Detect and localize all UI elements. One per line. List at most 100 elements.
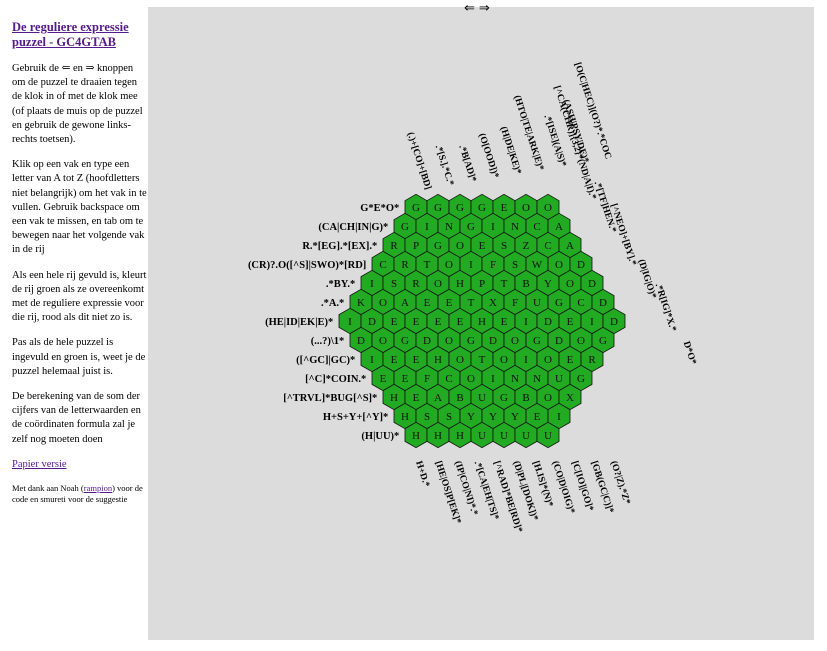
hex-cell-letter: H	[456, 278, 464, 290]
hex-cell-letter: C	[379, 259, 386, 271]
column-clue-right: (D|IG|O)*	[636, 258, 659, 300]
hex-cell-letter: O	[511, 335, 519, 347]
hex-cell-letter: R	[412, 278, 420, 290]
hex-cell[interactable]: U	[536, 421, 560, 449]
hex-cell-letter: C	[577, 297, 584, 309]
instructions-sidebar: De reguliere expressie puzzel - GC4GTAB …	[12, 20, 148, 516]
hex-cell-letter: G	[467, 221, 475, 233]
hex-cell-letter: G	[599, 335, 607, 347]
hex-cell-letter: H	[401, 411, 409, 423]
hex-cell-letter: O	[445, 259, 453, 271]
column-clue-right: [^NEO]+[BY].*	[608, 202, 638, 267]
hex-cell-letter: N	[511, 221, 519, 233]
hex-cell-letter: H	[390, 392, 398, 404]
rotate-right-button[interactable]: ⇒	[478, 1, 490, 16]
hex-cell-letter: S	[512, 259, 518, 271]
hex-cell-letter: E	[424, 297, 431, 309]
hex-cell-letter: D	[555, 335, 563, 347]
rotate-text-a: Gebruik de	[12, 63, 59, 74]
hex-cell-letter: R	[401, 259, 409, 271]
row-clue: [^TRVL]*BUG[^S]*	[283, 393, 377, 404]
hex-cell-letter: O	[445, 335, 453, 347]
page-title-link[interactable]: De reguliere expressie puzzel - GC4GTAB	[12, 20, 129, 49]
hex-cell-letter: I	[491, 373, 495, 385]
hex-cell-letter: G	[401, 221, 409, 233]
hex-cell-letter: B	[456, 392, 463, 404]
hex-cell-letter: W	[532, 259, 543, 271]
hex-cell-letter: O	[379, 335, 387, 347]
hex-cell-letter: C	[445, 373, 452, 385]
hex-cell-letter: E	[479, 240, 486, 252]
hex-cell-letter: E	[446, 297, 453, 309]
hex-cell-letter: G	[412, 202, 420, 214]
hex-cell-letter: B	[522, 392, 529, 404]
hex-cell-letter: U	[522, 430, 530, 442]
hex-cell-letter: T	[468, 297, 475, 309]
hex-cell-letter: G	[555, 297, 563, 309]
hex-cell-letter: U	[500, 430, 508, 442]
hex-cell-letter: E	[391, 316, 398, 328]
hex-cell-letter: Z	[523, 240, 530, 252]
hex-cell-letter: E	[567, 354, 574, 366]
hex-puzzle: G G G G E O OG*E*O*G I N G I N C A(CA|CH|IN|G)*R P G O E S…	[248, 61, 698, 534]
left-arrow-icon: ⇐	[61, 63, 71, 74]
hex-cell-letter: O	[566, 278, 574, 290]
hex-cell-letter: N	[445, 221, 453, 233]
row-clue: H+S+Y+[^Y]*	[323, 412, 388, 423]
hex-cell-letter: Y	[467, 411, 475, 423]
hex-cell-letter: G	[533, 335, 541, 347]
hex-cell-letter: I	[524, 354, 528, 366]
hex-cell-letter: C	[544, 240, 551, 252]
hex-cell-letter: O	[500, 354, 508, 366]
hex-cell-letter: Y	[489, 411, 497, 423]
hex-cell-letter: O	[544, 354, 552, 366]
hex-cell-letter: H	[434, 430, 442, 442]
hex-cell-letter: U	[478, 392, 486, 404]
hex-cell-letter: A	[555, 221, 563, 233]
hex-cell-letter: O	[577, 335, 585, 347]
hex-cell-letter: A	[566, 240, 574, 252]
hex-cell-letter: G	[467, 335, 475, 347]
input-instructions: Klik op een vak en type een letter van A…	[12, 159, 147, 256]
hex-cell-letter: D	[368, 316, 376, 328]
hex-cell-letter: F	[512, 297, 518, 309]
formula-instructions: De berekening van de som der cijfers van…	[12, 391, 141, 445]
hex-cell-letter: S	[501, 240, 507, 252]
row-clue: (...?)\1*	[311, 336, 345, 347]
hex-cell-letter: S	[446, 411, 452, 423]
paper-version-link[interactable]: Papier versie	[12, 458, 67, 470]
rotate-left-button[interactable]: ⇐	[464, 1, 475, 16]
hex-cell-letter: E	[402, 373, 409, 385]
hex-cell-letter: I	[370, 354, 374, 366]
row-clue: R.*[EG].*[EX].*	[302, 241, 377, 252]
rotate-text-b: knoppen om de puzzel te draaien tegen de…	[12, 63, 143, 146]
hex-cell-letter: I	[491, 221, 495, 233]
hex-cell-letter: I	[524, 316, 528, 328]
hex-cell-letter: U	[533, 297, 541, 309]
hex-cell-letter: R	[588, 354, 596, 366]
hex-cell-letter: N	[511, 373, 519, 385]
hex-cell-letter: D	[489, 335, 497, 347]
hex-cell-letter: E	[501, 202, 508, 214]
hex-cell-letter: H	[478, 316, 486, 328]
puzzle-board[interactable]: ⇐ ⇒ G G G G E O O G*E*O* G I N G I N C A (CA|CH|IN|G)* R P G…	[148, 1, 814, 640]
hex-cell-letter: T	[424, 259, 431, 271]
rotate-text-en: en	[73, 63, 83, 74]
hex-cell-letter: O	[379, 297, 387, 309]
hex-cell-letter: H	[434, 354, 442, 366]
hex-cell-letter: I	[557, 411, 561, 423]
row-clue: (HE|ID|EK|E)*	[265, 317, 333, 328]
row-clue: G*E*O*	[360, 203, 399, 214]
rampion-link[interactable]: rampion	[83, 483, 113, 494]
hex-cell-letter: T	[501, 278, 508, 290]
column-clue-right: D*O*	[681, 340, 698, 366]
hex-cell-letter: E	[534, 411, 541, 423]
hex-cell-letter: E	[567, 316, 574, 328]
hex-cell-letter: G	[456, 202, 464, 214]
column-clue-top: .*[S.].*C.*	[433, 144, 456, 187]
hex-cell-letter: U	[555, 373, 563, 385]
hex-cell-letter: G	[434, 202, 442, 214]
hex-cell-letter: D	[544, 316, 552, 328]
column-clue-top: .*B[AD]*	[456, 144, 477, 184]
column-clue-bottom: H+D.*	[413, 460, 431, 489]
